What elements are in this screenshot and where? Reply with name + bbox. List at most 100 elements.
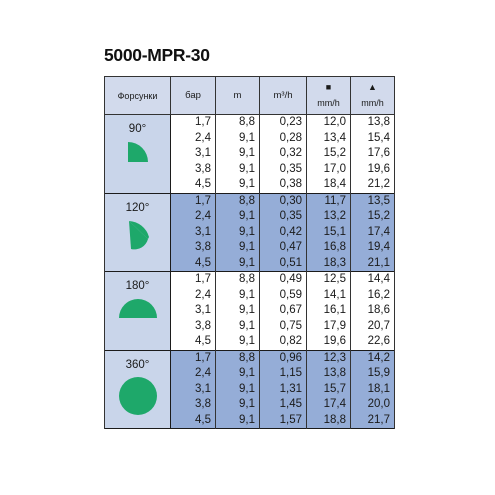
cell-radius: 9,1 bbox=[215, 161, 260, 177]
quarter-circle-icon bbox=[105, 140, 170, 170]
header-square-precip: ■ mm/h bbox=[306, 76, 351, 115]
cell-pressure: 3,8 bbox=[170, 318, 216, 334]
cell-pressure: 2,4 bbox=[170, 287, 216, 303]
cell-triangle-rate: 22,6 bbox=[350, 334, 395, 350]
cell-pressure: 4,5 bbox=[170, 334, 216, 350]
header-square-unit: mm/h bbox=[317, 98, 340, 108]
cell-triangle-rate: 20,0 bbox=[350, 397, 395, 413]
half-circle-icon bbox=[105, 297, 170, 325]
nozzle-cell: 90° bbox=[104, 114, 171, 193]
header-nozzle: Форсунки bbox=[104, 76, 171, 115]
cell-flow: 1,45 bbox=[259, 397, 307, 413]
cell-square-rate: 11,7 bbox=[306, 192, 351, 209]
cell-flow: 0,51 bbox=[259, 255, 307, 272]
table-row: 2,4 9,1 0,59 14,1 16,2 bbox=[105, 287, 395, 303]
cell-pressure: 1,7 bbox=[170, 271, 216, 288]
table-row: 180° 1,7 8,8 0,49 12,5 14,4 bbox=[104, 271, 395, 350]
table-row: 3,1 9,1 0,67 16,1 18,6 bbox=[105, 303, 395, 319]
full-circle-icon bbox=[105, 376, 170, 422]
square-icon: ■ bbox=[325, 82, 332, 92]
cell-radius: 8,8 bbox=[215, 192, 260, 209]
cell-pressure: 3,1 bbox=[170, 303, 216, 319]
nozzle-group: 360° 1,7 8,8 0,96 12,3 14,2 2,4 9,1 1,15 13,8 15,9… bbox=[104, 349, 395, 429]
cell-triangle-rate: 21,1 bbox=[350, 255, 395, 272]
table-row: 360° 1,7 8,8 0,96 12,3 14,2 bbox=[104, 349, 395, 429]
cell-triangle-rate: 21,7 bbox=[350, 412, 395, 429]
cell-square-rate: 13,8 bbox=[306, 366, 351, 382]
cell-flow: 0,35 bbox=[259, 209, 307, 225]
cell-radius: 9,1 bbox=[215, 303, 260, 319]
nozzle-cell: 360° bbox=[104, 349, 171, 429]
cell-square-rate: 12,3 bbox=[306, 349, 351, 366]
table-row: 3,1 9,1 1,31 15,7 18,1 bbox=[105, 381, 395, 397]
cell-radius: 9,1 bbox=[215, 412, 260, 429]
cell-pressure: 3,1 bbox=[170, 381, 216, 397]
header-flow: m³/h bbox=[259, 76, 307, 115]
cell-triangle-rate: 20,7 bbox=[350, 318, 395, 334]
table-row: 3,1 9,1 0,42 15,1 17,4 bbox=[105, 224, 395, 240]
table-row: 4,5 9,1 1,57 18,8 21,7 bbox=[105, 412, 395, 429]
cell-triangle-rate: 13,8 bbox=[350, 114, 395, 131]
cell-triangle-rate: 21,2 bbox=[350, 177, 395, 193]
cell-square-rate: 12,5 bbox=[306, 271, 351, 288]
cell-square-rate: 14,1 bbox=[306, 287, 351, 303]
cell-radius: 8,8 bbox=[215, 271, 260, 288]
triangle-icon: ▲ bbox=[368, 82, 377, 92]
cell-radius: 9,1 bbox=[215, 240, 260, 256]
table-row: 2,4 9,1 0,28 13,4 15,4 bbox=[105, 130, 395, 146]
cell-radius: 9,1 bbox=[215, 397, 260, 413]
table-row: 3,8 9,1 0,75 17,9 20,7 bbox=[105, 318, 395, 334]
cell-flow: 0,47 bbox=[259, 240, 307, 256]
cell-triangle-rate: 16,2 bbox=[350, 287, 395, 303]
cell-square-rate: 16,8 bbox=[306, 240, 351, 256]
cell-triangle-rate: 14,2 bbox=[350, 349, 395, 366]
cell-radius: 9,1 bbox=[215, 146, 260, 162]
table-row: 4,5 9,1 0,82 19,6 22,6 bbox=[105, 334, 395, 350]
nozzle-group: 180° 1,7 8,8 0,49 12,5 14,4 2,4 9,1 0,59 14,1 16,2… bbox=[104, 271, 395, 350]
cell-pressure: 4,5 bbox=[170, 177, 216, 193]
cell-pressure: 2,4 bbox=[170, 130, 216, 146]
cell-triangle-rate: 17,6 bbox=[350, 146, 395, 162]
cell-triangle-rate: 19,6 bbox=[350, 161, 395, 177]
nozzle-cell: 180° bbox=[104, 271, 171, 350]
cell-pressure: 3,8 bbox=[170, 397, 216, 413]
table-row: 3,8 9,1 0,35 17,0 19,6 bbox=[105, 161, 395, 177]
header-radius: m bbox=[215, 76, 260, 115]
cell-radius: 9,1 bbox=[215, 130, 260, 146]
cell-flow: 1,15 bbox=[259, 366, 307, 382]
nozzle-angle-label: 360° bbox=[125, 358, 150, 371]
header-triangle-precip: ▲ mm/h bbox=[350, 76, 395, 115]
cell-flow: 0,23 bbox=[259, 114, 307, 131]
cell-triangle-rate: 18,6 bbox=[350, 303, 395, 319]
cell-triangle-rate: 17,4 bbox=[350, 224, 395, 240]
cell-square-rate: 15,2 bbox=[306, 146, 351, 162]
nozzle-cell: 120° bbox=[104, 192, 171, 272]
cell-pressure: 2,4 bbox=[170, 209, 216, 225]
cell-radius: 9,1 bbox=[215, 318, 260, 334]
cell-square-rate: 15,7 bbox=[306, 381, 351, 397]
cell-pressure: 1,7 bbox=[170, 114, 216, 131]
cell-pressure: 3,1 bbox=[170, 146, 216, 162]
cell-radius: 9,1 bbox=[215, 287, 260, 303]
cell-flow: 0,35 bbox=[259, 161, 307, 177]
cell-pressure: 2,4 bbox=[170, 366, 216, 382]
cell-square-rate: 18,3 bbox=[306, 255, 351, 272]
table-row: 2,4 9,1 1,15 13,8 15,9 bbox=[105, 366, 395, 382]
cell-pressure: 4,5 bbox=[170, 412, 216, 429]
cell-square-rate: 17,4 bbox=[306, 397, 351, 413]
cell-radius: 9,1 bbox=[215, 366, 260, 382]
nozzle-angle-label: 180° bbox=[125, 280, 150, 292]
cell-pressure: 1,7 bbox=[170, 192, 216, 209]
cell-triangle-rate: 18,1 bbox=[350, 381, 395, 397]
cell-square-rate: 16,1 bbox=[306, 303, 351, 319]
page-title: 5000-MPR-30 bbox=[104, 45, 210, 65]
cell-square-rate: 18,8 bbox=[306, 412, 351, 429]
cell-square-rate: 15,1 bbox=[306, 224, 351, 240]
table-row: 4,5 9,1 0,38 18,4 21,2 bbox=[105, 177, 395, 193]
cell-flow: 0,38 bbox=[259, 177, 307, 193]
cell-pressure: 3,8 bbox=[170, 240, 216, 256]
nozzle-angle-label: 120° bbox=[125, 201, 150, 214]
nozzle-group: 120° 1,7 8,8 0,30 11,7 13,5 2,4 9,1 0,35 13,2 15,2… bbox=[104, 192, 395, 272]
table-row: 2,4 9,1 0,35 13,2 15,2 bbox=[105, 209, 395, 225]
table-header: Форсунки бар m m³/h ■ mm/h ▲ mm/h bbox=[104, 76, 395, 115]
